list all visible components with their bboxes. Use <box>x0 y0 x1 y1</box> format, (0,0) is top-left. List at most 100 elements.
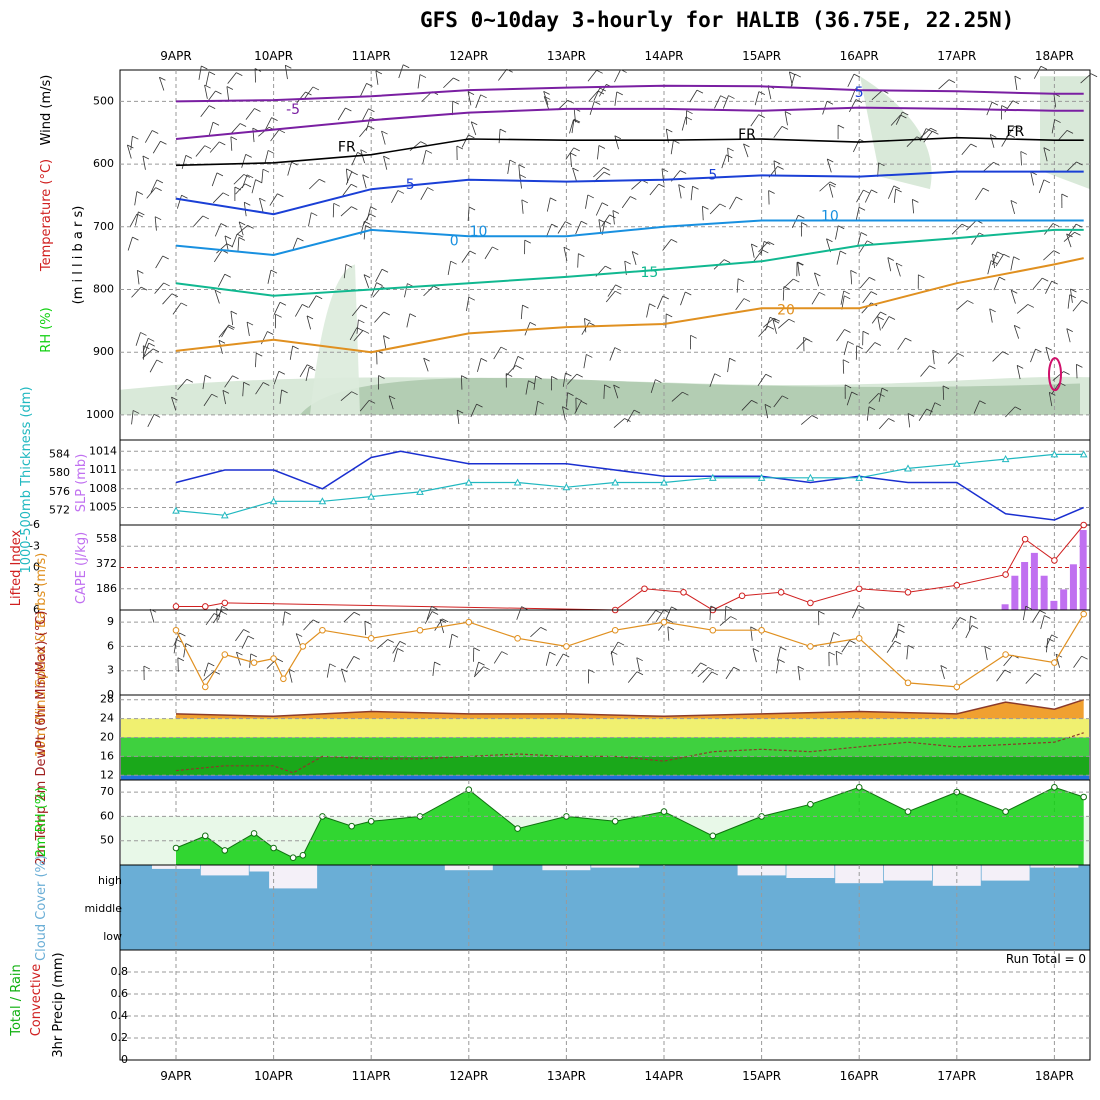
wind10-barb <box>886 640 896 653</box>
temp-tick: 12 <box>100 768 114 781</box>
wind-barb <box>231 234 238 248</box>
wind-barb <box>957 353 965 357</box>
wind-barb <box>152 130 159 134</box>
wind10-barb <box>312 619 320 624</box>
wind-barb <box>1020 151 1027 155</box>
wind10-barb <box>971 625 979 629</box>
wind-barb <box>868 406 876 411</box>
wind-barb <box>599 87 606 92</box>
wind-barb <box>152 141 161 154</box>
wind-barb <box>878 388 883 402</box>
date-axes: 9APR 9APR 10APR 10APR 11APR 11APR 12APR 12APR 13… <box>160 49 1074 1083</box>
wind-barb <box>762 249 769 254</box>
wind10-barb <box>588 669 595 673</box>
wind-barb <box>772 319 780 324</box>
wind-barb <box>259 197 266 202</box>
wind10-barb <box>205 613 215 626</box>
wind-barb <box>869 277 876 281</box>
li-tick: -6 <box>29 518 40 531</box>
rh-point <box>201 832 209 840</box>
wind10-barb <box>969 615 971 630</box>
rh-point <box>289 854 297 862</box>
wind-barb <box>1010 200 1018 204</box>
wind-barb <box>271 117 278 121</box>
wind-barb <box>868 393 879 404</box>
wind-barb <box>575 397 583 402</box>
wind-barb <box>895 188 902 193</box>
wind10-barb <box>1004 669 1011 674</box>
thickness-axis-label: 1000-500mb Thickness (dm) <box>19 386 34 573</box>
wind-barb <box>406 313 411 328</box>
wind-barb <box>180 302 188 307</box>
wind-barb <box>287 161 292 176</box>
wind-barb <box>234 186 242 191</box>
wind-barb <box>1014 76 1018 90</box>
wind-barb <box>961 223 969 228</box>
wind10-barb <box>483 666 490 671</box>
wind-barb <box>171 397 177 411</box>
wind10-barb <box>563 653 570 658</box>
wind-barb <box>132 410 140 414</box>
wind10-point <box>1002 651 1009 658</box>
wind10-barb <box>1081 655 1088 660</box>
wind-barb <box>765 373 772 378</box>
cloud-level-label: low <box>103 930 122 943</box>
wind-barb <box>517 356 525 360</box>
wind10-point <box>514 635 521 642</box>
wind-barb <box>566 392 568 407</box>
wind10-barb <box>493 651 503 664</box>
wind-tick: 0 <box>107 688 114 701</box>
wind-barb <box>1076 161 1083 166</box>
wind-barb <box>874 342 882 346</box>
wind-barb <box>1030 171 1034 186</box>
wind-barb <box>720 95 727 100</box>
wind10-barb <box>996 669 1006 682</box>
wind-barb <box>267 270 272 284</box>
wind-barb <box>284 65 288 80</box>
cloud-gap <box>737 865 786 876</box>
wind-barb <box>614 135 622 140</box>
wind-barb <box>208 105 216 109</box>
wind-barb <box>425 149 433 154</box>
wind-barb <box>422 150 427 165</box>
wind-barb <box>758 241 769 253</box>
wind10-barb <box>540 627 547 631</box>
wind-barb <box>524 239 531 244</box>
wind-barb <box>159 76 166 81</box>
wind-barb <box>613 418 625 429</box>
wind-barb <box>211 172 218 187</box>
wind-barb <box>607 284 616 297</box>
wind-barb <box>1012 100 1019 105</box>
wind-barb <box>1042 277 1049 282</box>
slp-tick: 1011 <box>89 463 117 476</box>
wind10-barb <box>708 667 715 671</box>
wind10-barb <box>555 653 564 667</box>
wind-barb <box>989 134 995 148</box>
wind-barb <box>551 376 558 380</box>
wind-barb <box>254 68 256 83</box>
wind10-barb <box>516 606 522 620</box>
cape-tick: 372 <box>96 557 117 570</box>
cape-bar <box>1001 604 1009 610</box>
wind10-barb <box>776 659 780 674</box>
wind-barb <box>381 130 388 135</box>
wind10-barb <box>898 629 905 633</box>
wind-barb <box>278 370 286 375</box>
wind-barb <box>871 189 878 194</box>
wind-barb <box>277 193 284 198</box>
wind10-barb <box>1044 615 1051 619</box>
wind-barb <box>696 89 704 94</box>
wind-barb <box>236 72 243 76</box>
wind-barb <box>961 143 972 155</box>
wind10-barb <box>752 648 757 663</box>
wind-barb <box>728 95 735 99</box>
wind-barb <box>989 308 996 313</box>
wind-tick: 3 <box>107 664 114 677</box>
wind-barb <box>569 152 572 168</box>
thickness-point <box>1001 455 1010 463</box>
wind-barb <box>782 286 785 301</box>
wind-barb <box>470 404 477 418</box>
wind-barb <box>150 179 158 193</box>
rh-point <box>514 825 521 832</box>
wind-barb <box>230 311 234 326</box>
